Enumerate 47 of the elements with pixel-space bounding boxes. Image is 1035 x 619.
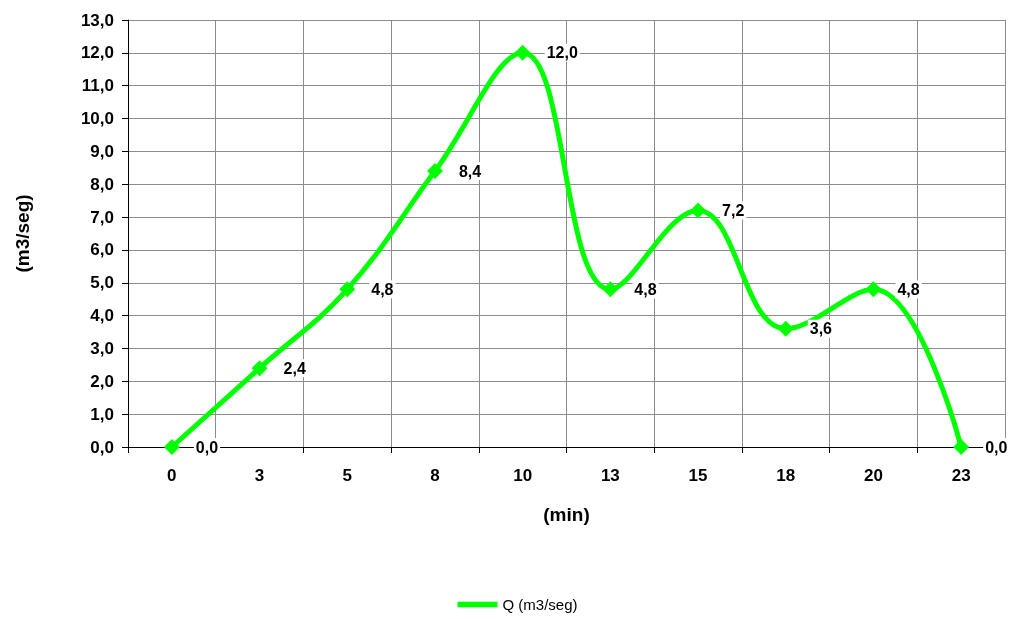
point: [163, 439, 180, 455]
data-label: 2,4: [283, 359, 306, 377]
y-tick-label: 4,0: [90, 306, 114, 326]
x-axis-title: (min): [543, 504, 590, 525]
data-label: 4,8: [371, 280, 394, 298]
data-label: 0,0: [985, 438, 1008, 456]
x-tick-label: 18: [776, 466, 796, 485]
y-tick-label: 1,0: [90, 404, 114, 424]
x-tick-label: 5: [342, 466, 352, 485]
point: [426, 163, 443, 180]
y-tick-label: 0,0: [90, 437, 114, 457]
y-tick-label: 5,0: [90, 273, 114, 293]
x-tick-label: 3: [254, 466, 265, 485]
y-tick-label: 3,0: [90, 338, 114, 358]
data-label: 4,8: [634, 280, 657, 298]
data-label: 7,2: [722, 202, 745, 220]
data-label: 0,0: [195, 438, 219, 456]
point: [339, 281, 356, 298]
point: [953, 439, 970, 455]
y-tick-label: 9,0: [90, 141, 114, 161]
y-axis-title: (m3/seg): [12, 194, 33, 273]
y-tick-label: 11,0: [81, 76, 114, 96]
point: [251, 360, 268, 377]
y-tick-label: 8,0: [90, 174, 114, 194]
point: [777, 320, 794, 337]
x-tick-label: 8: [430, 466, 440, 485]
x-tick-label: 10: [513, 466, 533, 485]
x-tick-label: 13: [600, 466, 620, 485]
y-tick-label: 2,0: [90, 371, 114, 391]
y-tick-label: 10,0: [80, 109, 114, 129]
point: [514, 44, 531, 61]
y-tick-label: 13,0: [80, 10, 114, 30]
data-label: 4,8: [897, 280, 920, 298]
x-tick-label: 23: [951, 466, 971, 485]
point: [602, 281, 619, 298]
y-tick-label: 6,0: [90, 240, 114, 260]
x-tick-label: 0: [167, 466, 177, 485]
data-label: 8,4: [458, 162, 482, 180]
y-tick-label: 12,0: [80, 43, 114, 63]
point: [865, 281, 882, 298]
point: [690, 202, 707, 219]
data-label: 12,0: [546, 44, 578, 62]
x-tick-label: 20: [863, 466, 883, 485]
data-label: 3,6: [809, 320, 833, 338]
y-tick-label: 7,0: [90, 207, 114, 227]
x-tick-label: 15: [688, 466, 708, 485]
legend-label: Q (m3/seg): [502, 596, 578, 613]
